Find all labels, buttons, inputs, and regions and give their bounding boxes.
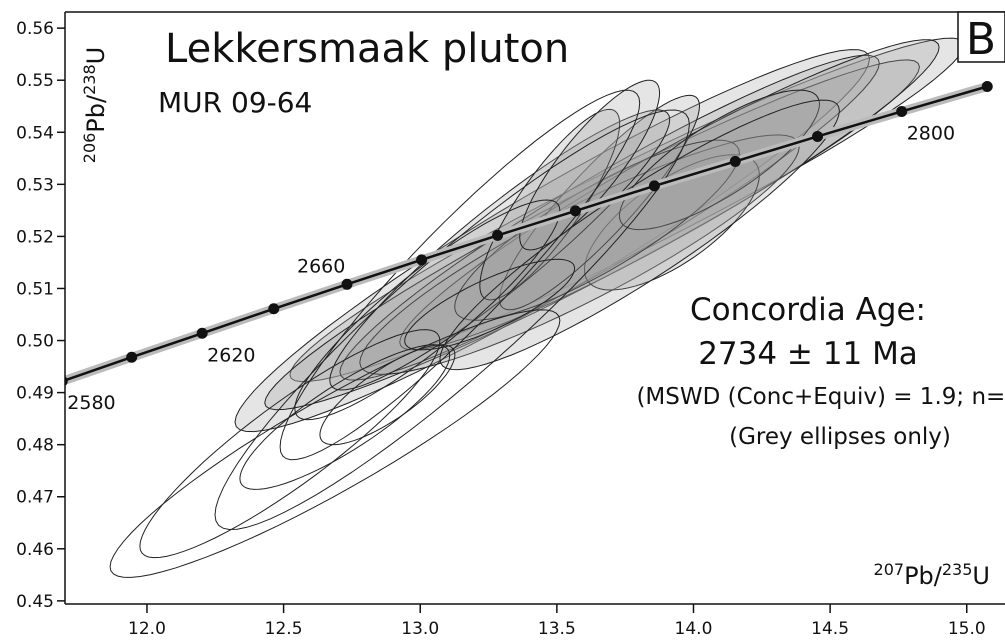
age-label: 2620 bbox=[207, 344, 255, 366]
open-ellipse bbox=[294, 199, 561, 421]
concordia bbox=[65, 80, 993, 386]
y-tick-label: 0.52 bbox=[16, 227, 54, 247]
open-ellipse bbox=[319, 344, 456, 446]
annotation: 2734 ± 11 Ma bbox=[698, 336, 918, 372]
y-tick-label: 0.54 bbox=[16, 123, 54, 143]
chart-title: Lekkersmaak pluton bbox=[165, 26, 569, 72]
y-tick-label: 0.45 bbox=[16, 592, 54, 612]
annotation: (Grey ellipses only) bbox=[729, 424, 951, 450]
age-label: 2580 bbox=[67, 392, 115, 414]
grey-ellipse bbox=[583, 154, 760, 291]
grey-ellipse bbox=[339, 54, 880, 381]
sup: 207 bbox=[874, 560, 905, 579]
label-part: U bbox=[82, 47, 110, 65]
annotation: (MSWD (Conc+Equiv) = 1.9; n=14) bbox=[636, 384, 1005, 410]
x-tick-label: 15.0 bbox=[948, 619, 986, 639]
grey-ellipse bbox=[234, 49, 871, 433]
open-ellipse bbox=[279, 89, 641, 461]
concordia-point bbox=[65, 376, 68, 386]
grey-ellipse bbox=[439, 99, 840, 371]
open-ellipse bbox=[139, 329, 441, 559]
y-tick-label: 0.49 bbox=[16, 384, 54, 404]
y-tick-label: 0.55 bbox=[16, 71, 54, 91]
concordia-point bbox=[729, 155, 741, 167]
subtitle: MUR 09-64 bbox=[158, 86, 312, 119]
concordia-point bbox=[341, 278, 353, 290]
open-ellipse bbox=[239, 344, 451, 490]
x-axis-label: 207Pb/235U bbox=[874, 560, 990, 590]
grey-ellipse bbox=[618, 89, 821, 231]
y-tick-label: 0.46 bbox=[16, 540, 54, 560]
concordia-point bbox=[896, 105, 908, 117]
concordia-point bbox=[126, 351, 138, 363]
x-tick-label: 14.5 bbox=[811, 619, 849, 639]
open-ellipse bbox=[214, 109, 690, 531]
y-tick-label: 0.50 bbox=[16, 332, 54, 352]
age-label: 2800 bbox=[907, 122, 955, 144]
label-part: U bbox=[972, 562, 990, 590]
y-tick-label: 0.56 bbox=[16, 19, 54, 39]
concordia-point bbox=[268, 303, 280, 315]
x-tick-label: 12.0 bbox=[128, 619, 166, 639]
x-tick-label: 13.5 bbox=[538, 619, 576, 639]
y-tick-label: 0.53 bbox=[16, 175, 54, 195]
concordia-point bbox=[812, 130, 824, 142]
label-part: Pb/ bbox=[82, 94, 110, 133]
y-tick-label: 0.51 bbox=[16, 279, 54, 299]
sup: 206 bbox=[80, 133, 99, 164]
grey-ellipse bbox=[329, 109, 671, 391]
y-tick-label: 0.47 bbox=[16, 488, 54, 508]
ellipses bbox=[109, 37, 965, 578]
open-ellipse bbox=[404, 258, 576, 351]
open-ellipse bbox=[109, 309, 561, 578]
concordia-point bbox=[981, 80, 993, 92]
concordia-point bbox=[492, 229, 504, 241]
annotation: Concordia Age: bbox=[690, 292, 926, 328]
y-tick-label: 0.48 bbox=[16, 436, 54, 456]
panel-label: B bbox=[966, 14, 996, 65]
concordia-point bbox=[196, 327, 208, 339]
x-tick-label: 12.5 bbox=[265, 619, 303, 639]
sup: 235 bbox=[942, 560, 973, 579]
grey-ellipse bbox=[359, 134, 800, 375]
y-axis-label: 206Pb/238U bbox=[80, 47, 110, 163]
concordia-point bbox=[648, 180, 660, 192]
x-tick-label: 13.0 bbox=[401, 619, 439, 639]
panel-box bbox=[957, 11, 1005, 63]
concordia-point bbox=[416, 254, 428, 266]
concordia-point bbox=[569, 205, 581, 217]
age-label: 2660 bbox=[297, 255, 345, 277]
sup: 238 bbox=[80, 64, 99, 95]
label-part: Pb/ bbox=[904, 562, 943, 590]
x-tick-label: 14.0 bbox=[675, 619, 713, 639]
